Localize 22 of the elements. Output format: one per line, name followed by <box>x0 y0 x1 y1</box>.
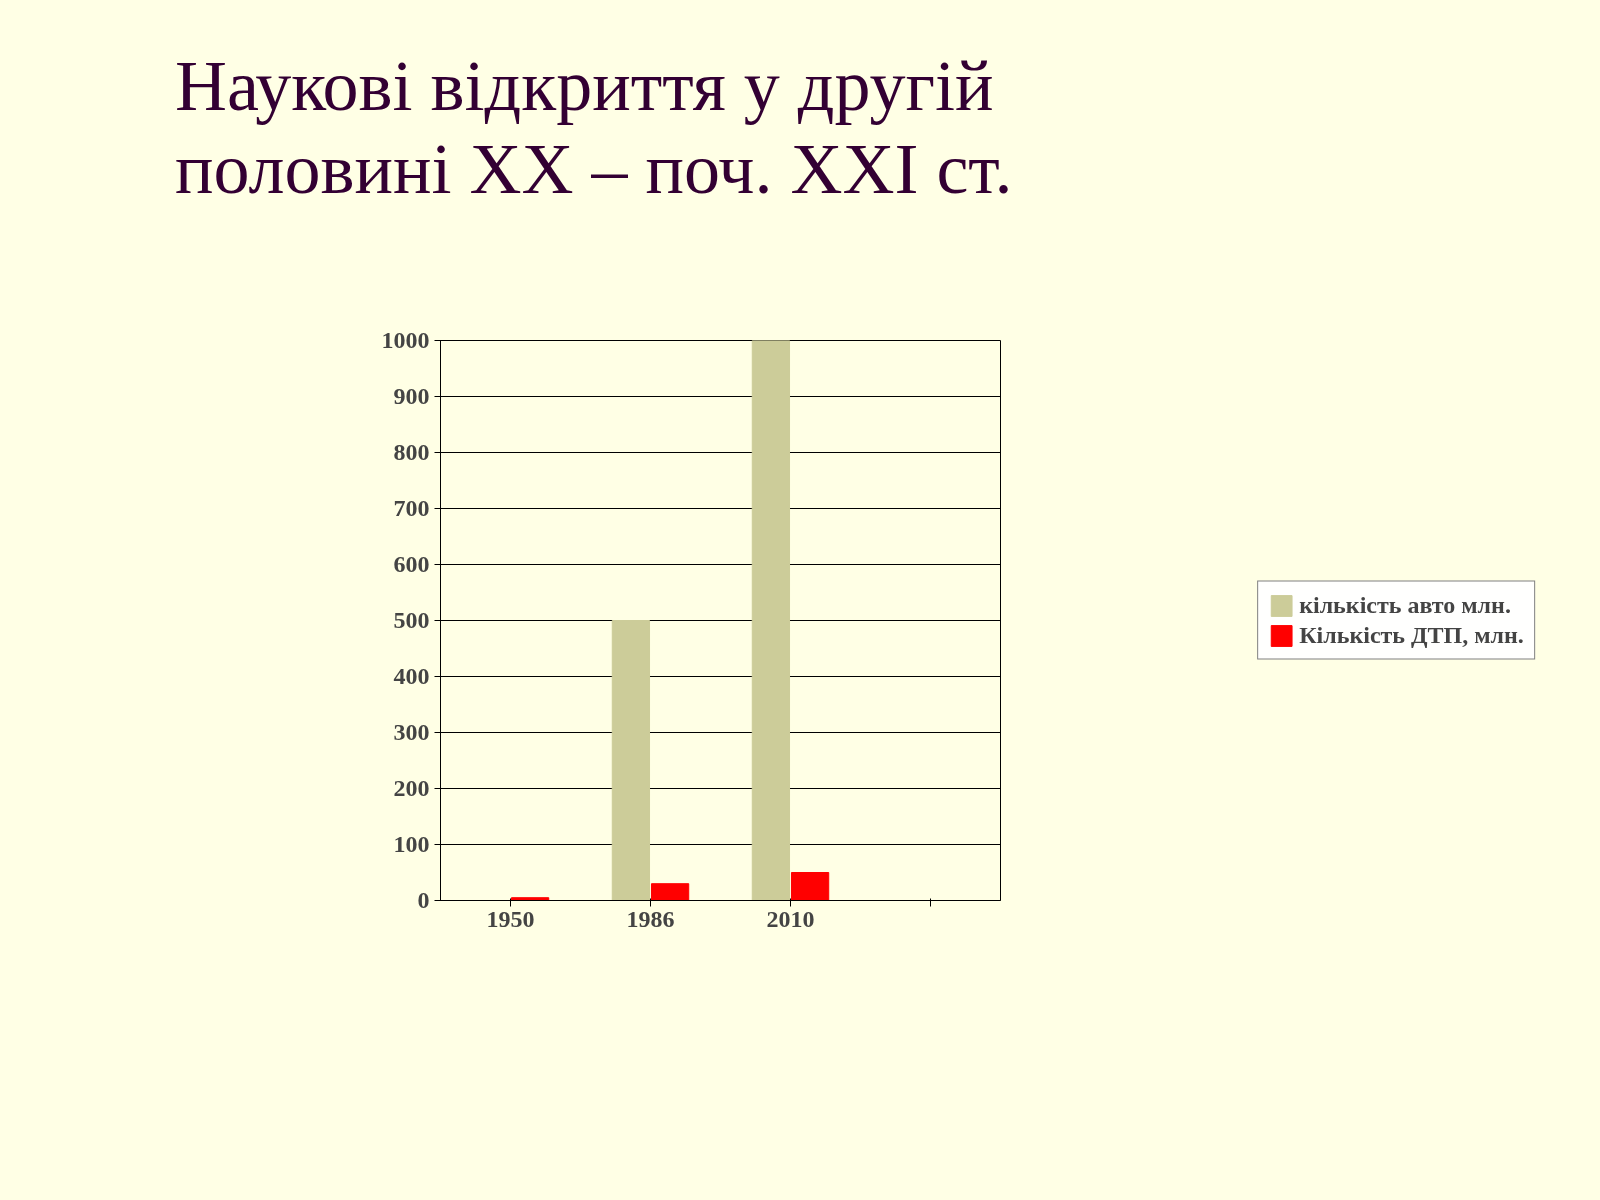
y-tick-label: 300 <box>393 719 430 745</box>
y-tick-label: 1000 <box>381 327 430 353</box>
y-tick-label: 200 <box>393 775 430 801</box>
y-tick-label: 100 <box>393 831 430 857</box>
chart-title: Наукові відкриття у другій половині ХХ – поч. ХХІ ст. <box>175 45 1014 211</box>
y-tick-label: 900 <box>393 383 430 409</box>
legend-label: Кількість ДТП, млн. <box>1299 621 1524 649</box>
bar <box>790 872 830 901</box>
y-tick-label: 0 <box>417 887 430 913</box>
y-tick-label: 800 <box>393 439 430 465</box>
y-tick-label: 500 <box>393 607 430 633</box>
legend-label: кількість авто млн. <box>1299 591 1511 619</box>
bar <box>510 897 550 901</box>
x-tick-label: 2010 <box>766 905 815 932</box>
y-tick-label: 400 <box>393 663 430 689</box>
bar <box>751 340 791 901</box>
bar <box>611 620 651 901</box>
x-tick-label: 1986 <box>626 905 675 932</box>
y-tick-label: 600 <box>393 551 430 577</box>
y-tick-label: 700 <box>393 495 430 521</box>
bar <box>650 883 690 901</box>
x-tick-label: 1950 <box>486 905 535 932</box>
